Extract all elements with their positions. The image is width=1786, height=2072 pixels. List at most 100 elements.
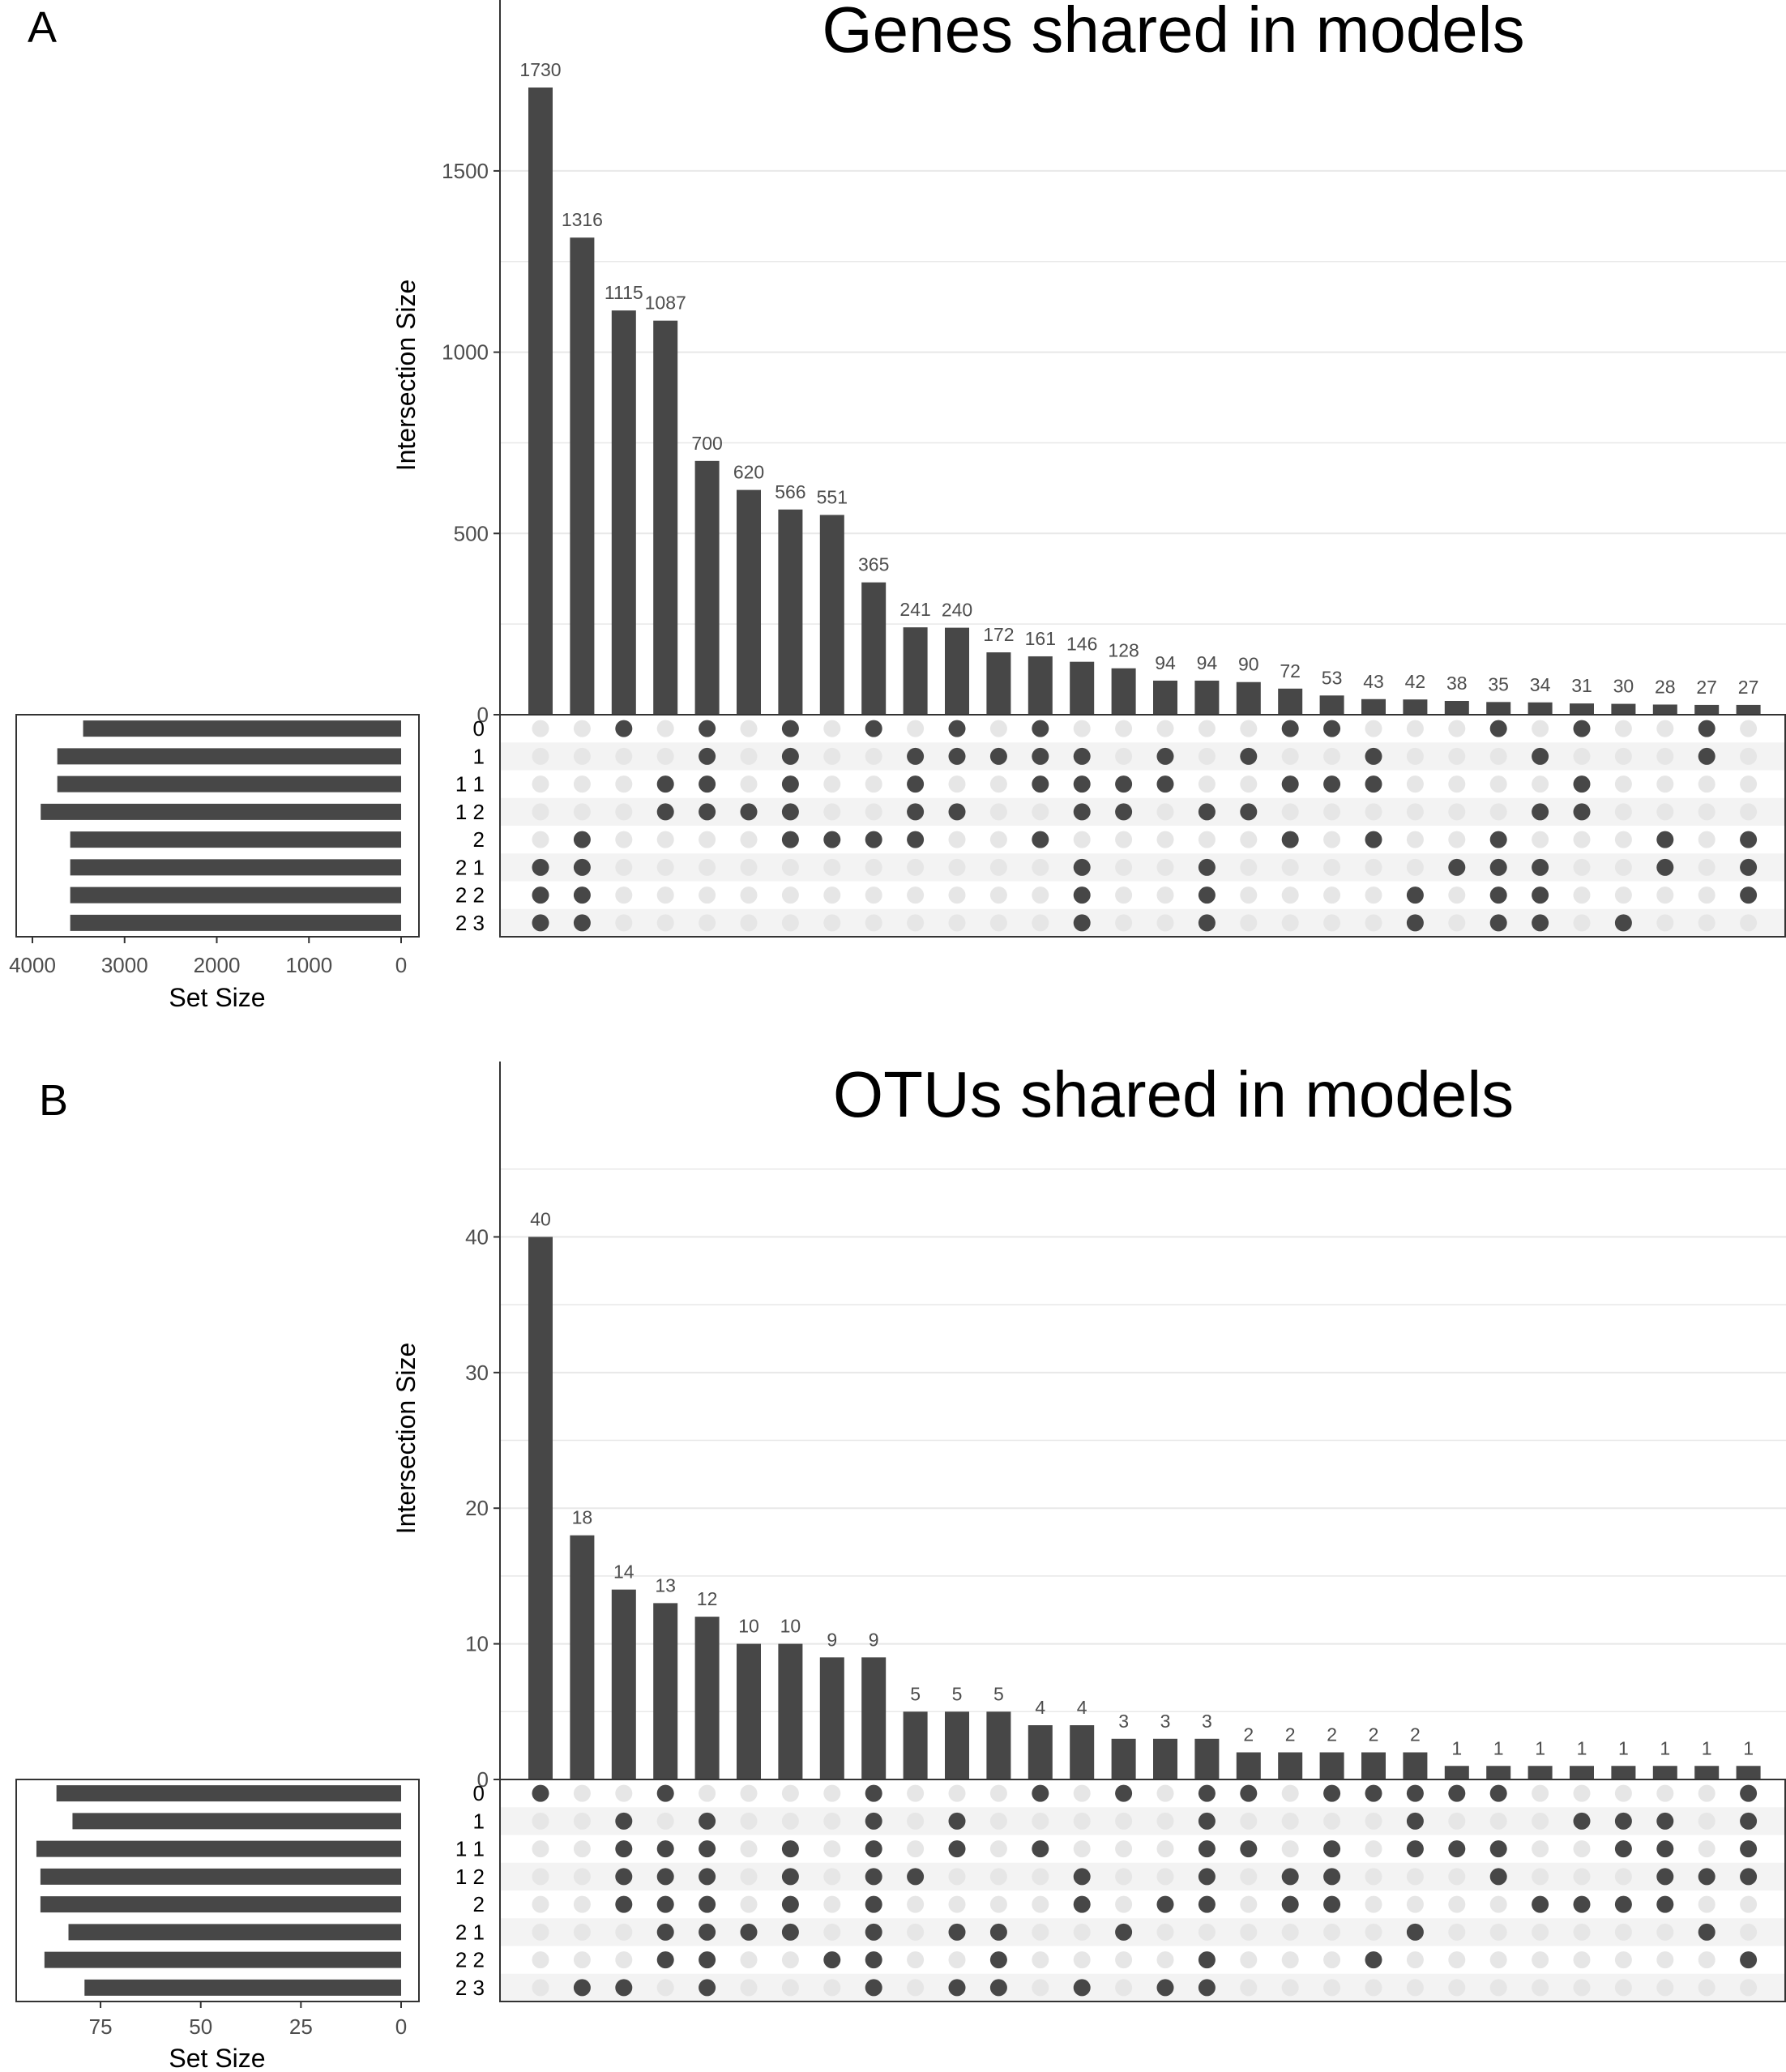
set-size-frame xyxy=(15,1779,420,2002)
matrix-stripe xyxy=(500,1862,1786,1890)
matrix-dot-empty xyxy=(1698,886,1716,904)
matrix-dot-empty xyxy=(740,886,758,904)
matrix-dot-empty xyxy=(1115,1979,1133,1997)
matrix-dot-empty xyxy=(1740,1979,1758,1997)
matrix-dot-filled xyxy=(823,831,841,848)
matrix-dot-empty xyxy=(1656,747,1674,765)
matrix-dot-empty xyxy=(1073,1840,1091,1858)
matrix-dot-filled xyxy=(699,1840,716,1858)
matrix-dot-empty xyxy=(781,1979,799,1997)
set-size-bar xyxy=(84,1979,401,1996)
matrix-dot-empty xyxy=(1032,1812,1049,1830)
matrix-dot-filled xyxy=(781,1923,799,1941)
matrix-dot-empty xyxy=(823,803,841,821)
intersection-bar xyxy=(1736,1766,1761,1779)
matrix-dot-filled xyxy=(907,747,925,765)
set-size-tick-label: 2000 xyxy=(194,953,241,977)
matrix-dot-empty xyxy=(1614,775,1632,793)
matrix-dot-empty xyxy=(656,914,674,932)
set-size-bar xyxy=(70,914,401,931)
matrix-dot-empty xyxy=(823,775,841,793)
matrix-dot-empty xyxy=(699,831,716,848)
matrix-dot-empty xyxy=(740,1840,758,1858)
bar-value-label: 241 xyxy=(899,599,930,620)
matrix-dot-filled xyxy=(1532,803,1549,821)
bar-value-label: 1 xyxy=(1660,1737,1670,1758)
matrix-dot-filled xyxy=(1406,1923,1424,1941)
set-size-tick-label: 1000 xyxy=(285,953,332,977)
matrix-dot-filled xyxy=(1406,914,1424,932)
matrix-dot-empty xyxy=(823,886,841,904)
matrix-dot-empty xyxy=(1032,886,1049,904)
set-name-label: 0 xyxy=(473,716,485,741)
matrix-dot-empty xyxy=(948,858,966,876)
y-axis-label: Intersection Size xyxy=(391,1343,421,1535)
matrix-dot-empty xyxy=(1740,1895,1758,1913)
panel-label: B xyxy=(39,1076,68,1125)
matrix-dot-empty xyxy=(907,1923,925,1941)
matrix-dot-filled xyxy=(740,803,758,821)
matrix-dot-empty xyxy=(907,1951,925,1969)
matrix-dot-empty xyxy=(740,1784,758,1802)
matrix-dot-empty xyxy=(1156,1923,1174,1941)
matrix-dot-empty xyxy=(1406,858,1424,876)
matrix-dot-empty xyxy=(1032,914,1049,932)
bar-value-label: 10 xyxy=(780,1616,801,1637)
matrix-stripe xyxy=(500,1918,1786,1946)
matrix-dot-filled xyxy=(1032,775,1049,793)
matrix-dot-empty xyxy=(989,775,1007,793)
matrix-dot-empty xyxy=(948,886,966,904)
matrix-dot-filled xyxy=(615,1979,633,1997)
matrix-dot-empty xyxy=(1614,1923,1632,1941)
matrix-dot-filled xyxy=(1240,1784,1258,1802)
matrix-dot-filled xyxy=(573,914,591,932)
matrix-dot-empty xyxy=(1489,775,1507,793)
matrix-dot-filled xyxy=(1281,720,1299,737)
bar-value-label: 5 xyxy=(993,1683,1004,1704)
matrix-dot-filled xyxy=(1740,1868,1758,1886)
matrix-dot-filled xyxy=(573,1979,591,1997)
matrix-dot-empty xyxy=(989,1840,1007,1858)
matrix-dot-empty xyxy=(1115,1951,1133,1969)
matrix-dot-empty xyxy=(1240,1951,1258,1969)
set-size-bar xyxy=(57,775,402,792)
matrix-dot-empty xyxy=(1698,775,1716,793)
matrix-dot-empty xyxy=(1365,1812,1382,1830)
matrix-dot-filled xyxy=(699,1951,716,1969)
matrix-dot-empty xyxy=(532,1979,549,1997)
matrix-dot-filled xyxy=(1323,775,1341,793)
matrix-dot-empty xyxy=(1240,720,1258,737)
matrix-dot-empty xyxy=(1115,1895,1133,1913)
matrix-dot-empty xyxy=(865,914,882,932)
matrix-dot-empty xyxy=(1032,1895,1049,1913)
matrix-dot-filled xyxy=(1323,1784,1341,1802)
matrix-dot-empty xyxy=(740,1895,758,1913)
matrix-dot-empty xyxy=(1323,747,1341,765)
matrix-dot-filled xyxy=(907,1868,925,1886)
matrix-dot-empty xyxy=(573,747,591,765)
matrix-dot-filled xyxy=(1656,1895,1674,1913)
matrix-dot-empty xyxy=(823,858,841,876)
matrix-dot-empty xyxy=(1656,720,1674,737)
matrix-dot-empty xyxy=(656,1812,674,1830)
matrix-frame xyxy=(499,1779,1786,2002)
intersection-bar xyxy=(1236,681,1261,715)
matrix-dot-filled xyxy=(907,775,925,793)
matrix-dot-empty xyxy=(1073,1923,1091,1941)
matrix-dot-filled xyxy=(1614,1840,1632,1858)
bar-value-label: 90 xyxy=(1238,654,1259,675)
matrix-dot-empty xyxy=(1656,775,1674,793)
intersection-bar xyxy=(694,1617,720,1779)
matrix-dot-filled xyxy=(1198,886,1216,904)
matrix-dot-empty xyxy=(1156,1868,1174,1886)
intersection-bar xyxy=(1736,704,1761,715)
matrix-dot-empty xyxy=(1448,831,1466,848)
intersection-bar xyxy=(694,460,720,715)
matrix-dot-empty xyxy=(656,858,674,876)
matrix-dot-filled xyxy=(1740,886,1758,904)
matrix-dot-filled xyxy=(1073,803,1091,821)
matrix-dot-empty xyxy=(1365,1979,1382,1997)
matrix-dot-empty xyxy=(1614,1868,1632,1886)
matrix-dot-empty xyxy=(1573,1979,1591,1997)
matrix-dot-empty xyxy=(1448,720,1466,737)
